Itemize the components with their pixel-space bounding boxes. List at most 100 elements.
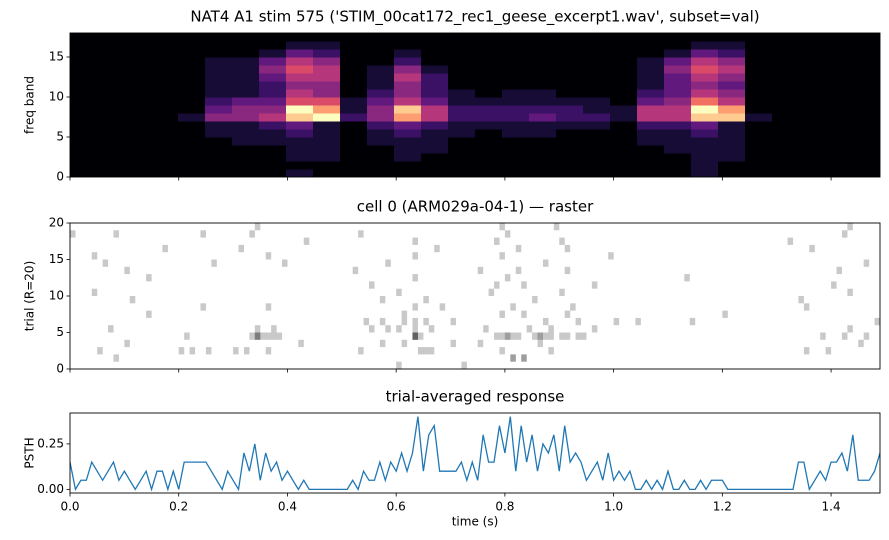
spike	[608, 252, 614, 260]
heatmap-cell	[340, 145, 368, 154]
heatmap-cell	[340, 105, 368, 114]
heatmap-cell	[394, 65, 422, 74]
spike	[254, 332, 261, 340]
heatmap-cell	[232, 65, 260, 74]
heatmap-cell	[70, 49, 98, 58]
heatmap-cell	[664, 129, 692, 138]
heatmap-cell	[502, 89, 530, 98]
heatmap-cell	[394, 41, 422, 50]
y-tick-label: 0.25	[37, 436, 64, 450]
heatmap-cell	[475, 161, 503, 170]
panel-title: cell 0 (ARM029a-04-1) — raster	[357, 198, 594, 216]
heatmap-cell	[97, 33, 125, 42]
heatmap-cell	[340, 161, 368, 170]
heatmap-cell	[97, 57, 125, 66]
heatmap-cell	[826, 33, 854, 42]
spike	[412, 332, 418, 340]
heatmap-cell	[691, 33, 719, 42]
y-axis-label: trial (R=20)	[23, 261, 37, 332]
spike	[553, 223, 560, 231]
spike	[113, 354, 119, 362]
spike	[858, 339, 864, 348]
heatmap-cell	[340, 65, 368, 74]
spike	[412, 332, 418, 340]
spike	[254, 325, 261, 333]
heatmap-cell	[826, 169, 854, 177]
heatmap-cell	[259, 41, 287, 50]
spike	[548, 347, 554, 355]
heatmap-cell	[745, 121, 773, 130]
spike	[515, 332, 522, 340]
heatmap-cell	[124, 73, 152, 82]
heatmap-cell	[799, 81, 827, 90]
heatmap-cell	[178, 153, 206, 162]
heatmap-cell	[637, 105, 665, 114]
heatmap-cell	[421, 41, 449, 50]
heatmap-cell	[502, 153, 530, 162]
heatmap-cell	[745, 97, 773, 106]
heatmap-cell	[826, 121, 854, 130]
heatmap-cell	[205, 73, 233, 82]
x-tick-label: 0.0	[60, 500, 79, 514]
heatmap-cell	[826, 81, 854, 90]
heatmap-cell	[421, 137, 449, 146]
heatmap-cell	[529, 97, 557, 106]
heatmap-cell	[448, 145, 476, 154]
heatmap-cell	[583, 65, 611, 74]
heatmap-cell	[313, 105, 341, 114]
heatmap-cell	[448, 169, 476, 177]
heatmap-cell	[691, 169, 719, 177]
heatmap-cell	[448, 65, 476, 74]
heatmap-cell	[178, 33, 206, 42]
heatmap-cell	[853, 65, 880, 74]
spike	[841, 230, 848, 238]
heatmap-cell	[367, 33, 395, 42]
heatmap-cell	[556, 153, 584, 162]
spike	[537, 339, 544, 348]
heatmap-cell	[178, 129, 206, 138]
heatmap-cell	[232, 169, 260, 177]
spike	[260, 332, 266, 340]
heatmap-cell	[637, 137, 665, 146]
heatmap-cell	[718, 65, 746, 74]
heatmap-cell	[772, 73, 800, 82]
heatmap-cell	[826, 89, 854, 98]
heatmap-cell	[691, 161, 719, 170]
heatmap-cell	[151, 169, 179, 177]
spike	[537, 332, 544, 340]
heatmap-cell	[718, 153, 746, 162]
heatmap-cell	[718, 33, 746, 42]
heatmap-cell	[664, 169, 692, 177]
heatmap-cell	[124, 169, 152, 177]
spike	[423, 347, 429, 355]
heatmap-cell	[718, 145, 746, 154]
heatmap-cell	[448, 105, 476, 114]
spike	[162, 244, 168, 253]
heatmap-cell	[475, 89, 503, 98]
heatmap-cell	[286, 113, 314, 122]
spike	[412, 317, 418, 326]
x-tick-label: 1.4	[822, 500, 841, 514]
heatmap-cell	[610, 153, 638, 162]
heatmap-cell	[772, 41, 800, 50]
heatmap-cell	[610, 137, 638, 146]
heatmap-cell	[637, 89, 665, 98]
heatmap-cell	[826, 153, 854, 162]
heatmap-cell	[826, 97, 854, 106]
heatmap-cell	[664, 73, 692, 82]
heatmap-cell	[97, 41, 125, 50]
heatmap-cell	[394, 49, 422, 58]
spike	[113, 230, 119, 238]
spike	[249, 230, 255, 238]
heatmap-cell	[745, 145, 773, 154]
spike	[504, 332, 511, 340]
heatmap-cell	[259, 153, 287, 162]
heatmap-cell	[259, 121, 287, 130]
spike	[787, 237, 794, 245]
heatmap-cell	[853, 153, 880, 162]
spike	[303, 237, 310, 245]
heatmap-cell	[718, 105, 746, 114]
heatmap-cell	[664, 137, 692, 146]
heatmap-cell	[502, 97, 530, 106]
